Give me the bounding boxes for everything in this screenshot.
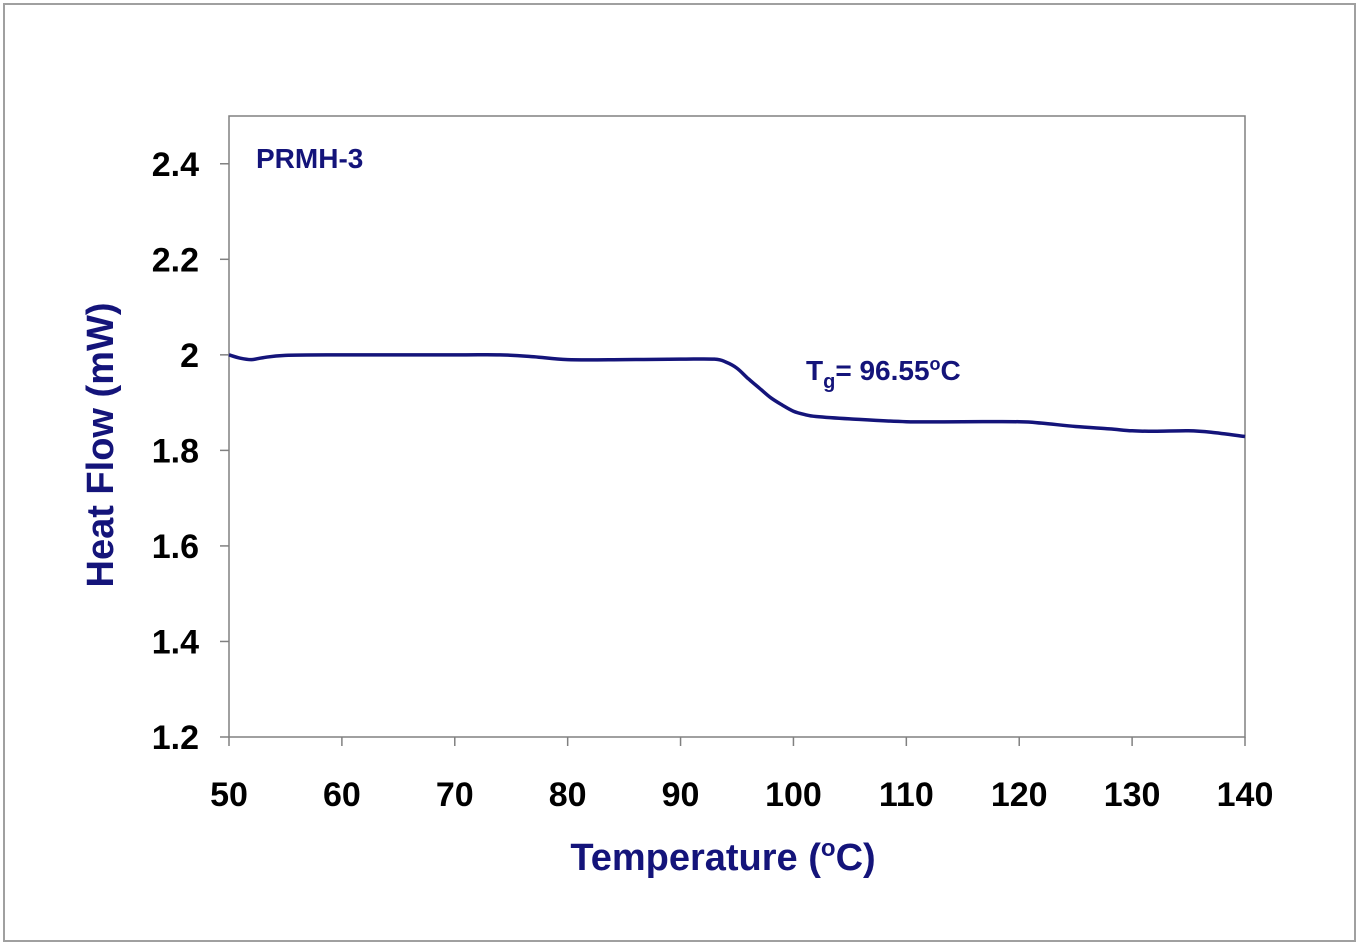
y-tick-label: 1.4 (152, 623, 199, 661)
chart-frame (3, 3, 1356, 942)
y-tick-label: 1.8 (152, 432, 199, 470)
y-tick-label: 1.2 (152, 719, 199, 757)
x-tick-label: 60 (323, 776, 361, 814)
x-tick-label: 90 (662, 776, 700, 814)
x-tick-label: 110 (879, 776, 934, 814)
x-tick-label: 50 (210, 776, 248, 814)
x-tick-label: 70 (436, 776, 474, 814)
x-tick-label: 100 (765, 776, 822, 814)
series-line-prmh-3 (228, 352, 1246, 439)
y-tick-label: 1.6 (152, 528, 199, 566)
x-tick-label: 130 (1104, 776, 1161, 814)
y-axis: 1.2 1.4 1.6 1.8 2 2.2 2.4 (152, 146, 229, 757)
series-label: PRMH-3 (256, 143, 363, 174)
tg-annotation: Tg= 96.55oC (806, 354, 961, 393)
y-tick-label: 2.2 (152, 241, 199, 279)
series-lines (228, 352, 1246, 439)
x-tick-label: 120 (991, 776, 1048, 814)
x-axis-title: Temperature (oC) (570, 835, 875, 879)
plot-border (228, 115, 1246, 738)
y-tick-label: 2 (180, 337, 199, 375)
x-tick-label: 80 (549, 776, 587, 814)
y-axis-title: Heat Flow (mW) (80, 303, 122, 588)
x-axis: 50 60 70 80 90 100 110 120 130 140 (210, 737, 1273, 814)
y-tick-label: 2.4 (152, 146, 199, 184)
plot-area (228, 115, 1246, 738)
x-tick-label: 140 (1217, 776, 1274, 814)
